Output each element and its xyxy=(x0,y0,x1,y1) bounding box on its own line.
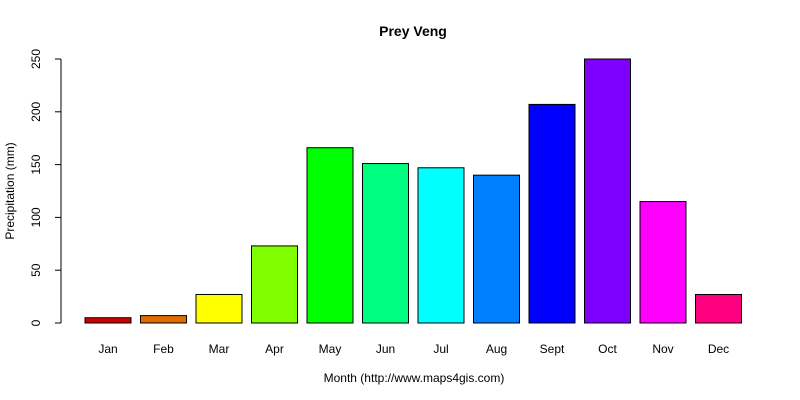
x-tick-label: Sept xyxy=(540,342,565,356)
bar-aug xyxy=(473,174,520,324)
bar-jun xyxy=(362,163,409,324)
bar-mar xyxy=(195,293,243,324)
x-tick-label: Jul xyxy=(433,342,448,356)
x-tick-label: Dec xyxy=(708,342,729,356)
bar-jul xyxy=(417,167,465,324)
bars-group xyxy=(84,58,742,324)
y-axis: 0 50 100 150 200 250 xyxy=(29,49,62,326)
x-tick-label: Feb xyxy=(153,342,174,356)
y-tick-label: 0 xyxy=(29,319,43,326)
x-tick-label: Jan xyxy=(98,342,117,356)
y-axis-label: Precipitation (mm) xyxy=(3,142,17,239)
y-tick-label: 150 xyxy=(29,154,43,174)
x-tick-label: Nov xyxy=(652,342,673,356)
bar-jan xyxy=(84,317,132,324)
x-tick-label: Mar xyxy=(209,342,230,356)
x-tick-label: Aug xyxy=(486,342,507,356)
bar-oct xyxy=(584,58,631,324)
x-tick-labels: Jan Feb Mar Apr May Jun Jul Aug Sept Oct Nov Dec xyxy=(98,342,729,356)
bar-dec xyxy=(695,293,742,324)
y-tick-label: 200 xyxy=(29,101,43,121)
x-tick-label: Apr xyxy=(265,342,284,356)
x-tick-label: Jun xyxy=(376,342,395,356)
x-tick-label: May xyxy=(319,342,342,356)
y-tick-label: 250 xyxy=(29,49,43,69)
bar-feb xyxy=(140,315,187,324)
bar-may xyxy=(306,147,354,324)
bar-sept xyxy=(528,103,576,324)
bar-apr xyxy=(251,245,298,324)
x-axis-label: Month (http://www.maps4gis.com) xyxy=(324,371,505,385)
x-tick-label: Oct xyxy=(598,342,617,356)
bar-nov xyxy=(639,201,687,324)
y-tick-label: 100 xyxy=(29,207,43,227)
y-tick-label: 50 xyxy=(29,263,43,277)
chart-title: Prey Veng xyxy=(379,23,447,39)
